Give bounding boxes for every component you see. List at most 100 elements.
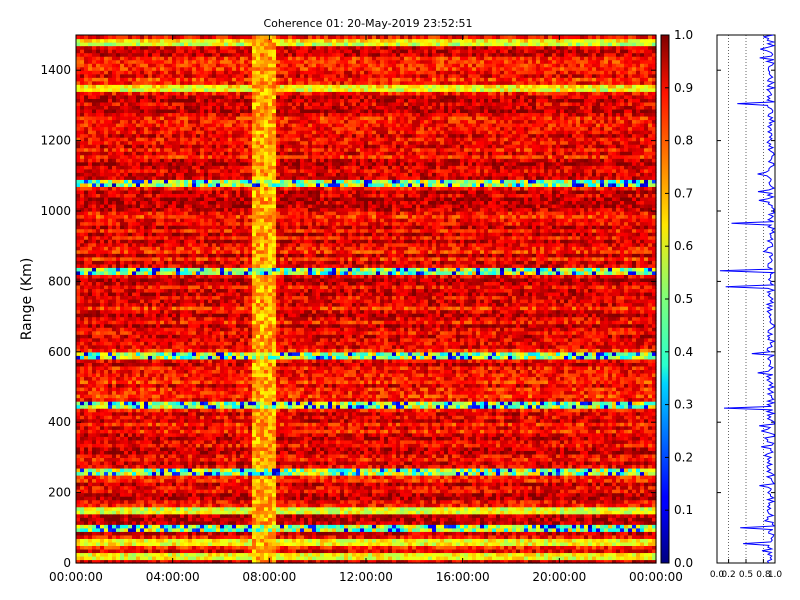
heatmap-cell — [428, 453, 433, 458]
heatmap-cell — [304, 534, 309, 539]
heatmap-cell — [644, 541, 649, 546]
heatmap-cell — [304, 548, 309, 554]
heatmap-cell — [412, 478, 417, 483]
heatmap-cell — [136, 457, 141, 462]
heatmap-cell — [168, 499, 173, 504]
heatmap-cell — [392, 450, 397, 455]
heatmap-cell — [472, 482, 477, 487]
heatmap-cell — [252, 552, 257, 557]
heatmap-cell — [564, 496, 569, 501]
heatmap-cell — [224, 496, 229, 501]
heatmap-cell — [508, 460, 513, 466]
heatmap-cell — [164, 534, 169, 539]
heatmap-cell — [532, 499, 537, 504]
heatmap-cell — [600, 471, 605, 476]
heatmap-cell — [632, 482, 637, 487]
heatmap-cell — [136, 446, 141, 451]
heatmap-cell — [556, 478, 561, 483]
heatmap-cell — [212, 457, 217, 462]
heatmap-cell — [296, 510, 301, 515]
heatmap-cell — [284, 439, 289, 444]
heatmap-cell — [488, 496, 493, 501]
heatmap-cell — [80, 467, 85, 473]
heatmap-cell — [128, 552, 133, 557]
heatmap-cell — [448, 531, 453, 536]
heatmap-cell — [164, 531, 169, 536]
heatmap-cell — [608, 499, 613, 504]
heatmap-cell — [396, 517, 401, 522]
heatmap-cell — [632, 555, 637, 561]
heatmap-cell — [452, 471, 457, 476]
heatmap-cell — [340, 531, 345, 536]
heatmap-cell — [616, 524, 621, 529]
heatmap-cell — [128, 450, 133, 455]
heatmap-cell — [84, 457, 89, 462]
heatmap-cell — [296, 443, 301, 448]
heatmap-cell — [296, 446, 301, 451]
heatmap-cell — [400, 492, 405, 497]
heatmap-cell — [356, 446, 361, 451]
heatmap-cell — [572, 510, 577, 515]
heatmap-cell — [460, 510, 465, 515]
heatmap-cell — [612, 453, 617, 458]
heatmap-cell — [384, 510, 389, 515]
heatmap-cell — [320, 524, 325, 529]
heatmap-cell — [136, 548, 141, 554]
heatmap-cell — [396, 527, 401, 532]
heatmap-cell — [256, 506, 261, 511]
heatmap-cell — [208, 446, 213, 451]
heatmap-cell — [252, 439, 257, 444]
heatmap-cell — [140, 467, 145, 473]
heatmap-cell — [356, 450, 361, 455]
heatmap-cell — [340, 496, 345, 501]
heatmap-cell — [248, 492, 253, 497]
heatmap-cell — [608, 503, 613, 508]
heatmap-cell — [84, 478, 89, 483]
heatmap-cell — [624, 527, 629, 532]
heatmap-cell — [288, 517, 293, 522]
heatmap-cell — [220, 482, 225, 487]
heatmap-cell — [208, 457, 213, 462]
heatmap-cell — [524, 541, 529, 546]
heatmap-cell — [412, 513, 417, 518]
heatmap-cell — [432, 513, 437, 518]
heatmap-cell — [564, 520, 569, 525]
heatmap-cell — [344, 475, 349, 480]
heatmap-cell — [460, 506, 465, 511]
heatmap-cell — [504, 517, 509, 522]
heatmap-cell — [140, 489, 145, 494]
heatmap-cell — [340, 552, 345, 557]
heatmap-cell — [544, 552, 549, 557]
heatmap-cell — [592, 538, 597, 543]
heatmap-cell — [300, 475, 305, 480]
heatmap-cell — [132, 499, 137, 504]
heatmap-cell — [472, 531, 477, 536]
heatmap-cell — [424, 510, 429, 515]
heatmap-cell — [556, 548, 561, 554]
heatmap-cell — [608, 492, 613, 497]
heatmap-cell — [284, 559, 289, 564]
heatmap-cell — [212, 541, 217, 546]
heatmap-cell — [316, 524, 321, 529]
heatmap-cell — [596, 538, 601, 543]
heatmap-cell — [316, 496, 321, 501]
heatmap-cell — [480, 499, 485, 504]
heatmap-cell — [616, 538, 621, 543]
heatmap-cell — [448, 443, 453, 448]
heatmap-cell — [580, 499, 585, 504]
heatmap-cell — [336, 531, 341, 536]
heatmap-cell — [144, 453, 149, 458]
heatmap-cell — [468, 443, 473, 448]
heatmap-cell — [172, 559, 177, 564]
heatmap-cell — [556, 492, 561, 497]
heatmap-cell — [404, 492, 409, 497]
heatmap-cell — [220, 496, 225, 501]
heatmap-cell — [268, 503, 273, 508]
heatmap-cell — [340, 548, 345, 554]
heatmap-cell — [648, 541, 653, 546]
heatmap-cell — [424, 457, 429, 462]
heatmap-cell — [492, 460, 497, 466]
heatmap-cell — [452, 489, 457, 494]
heatmap-cell — [504, 457, 509, 462]
heatmap-cell — [160, 443, 165, 448]
